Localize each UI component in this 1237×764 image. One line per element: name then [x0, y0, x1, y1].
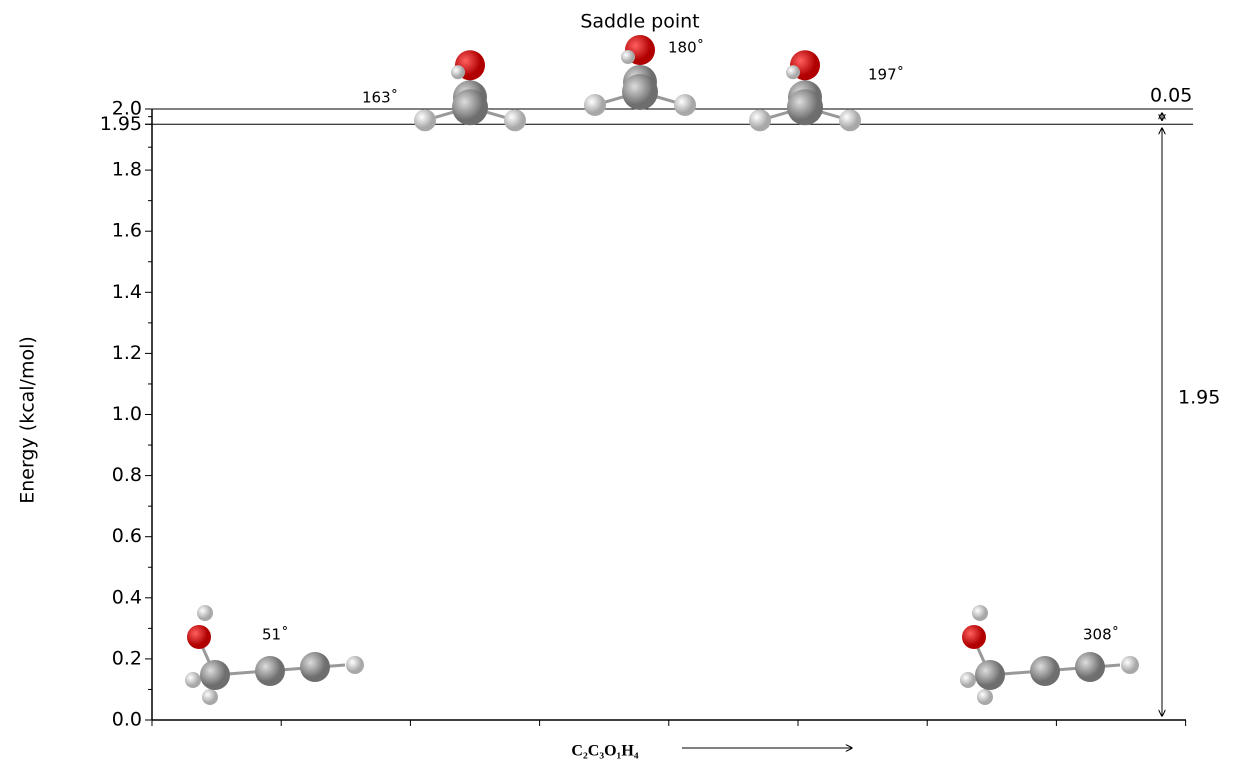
y-tick-label: 0.4	[112, 586, 142, 608]
angle-label: 180˚	[668, 39, 704, 57]
gap-label: 1.95	[1178, 387, 1220, 409]
atom	[962, 625, 986, 649]
y-tick-label: 0.2	[112, 647, 142, 669]
y-tick-label: 0.6	[112, 525, 142, 547]
x-axis-title: C₂C₃O₁H₄	[571, 743, 638, 760]
chart: Energy (kcal/mol) C₂C₃O₁H₄ 0.0 0.2 0.4 0.6 0…	[0, 0, 1237, 764]
atom	[202, 689, 218, 705]
atom	[839, 109, 861, 131]
angle-label: 163˚	[362, 89, 398, 107]
atom	[674, 94, 696, 116]
atom	[185, 672, 201, 688]
y-tick-label: 1.4	[112, 281, 142, 303]
atom	[1121, 656, 1139, 674]
angle-label: 51˚	[262, 626, 289, 644]
atom	[451, 65, 465, 79]
atom	[197, 605, 213, 621]
atom	[255, 656, 285, 686]
atom	[584, 94, 606, 116]
atom	[414, 109, 436, 131]
atom	[977, 689, 993, 705]
annotation: Saddle point	[580, 11, 699, 33]
y-tick-label: 0.0	[112, 709, 142, 731]
y-tick-label: 1.0	[112, 403, 142, 425]
atom	[346, 656, 364, 674]
atom	[622, 74, 658, 110]
y-tick-label: 1.8	[112, 159, 142, 181]
atom	[200, 660, 230, 690]
y-tick-label: 0.8	[112, 464, 142, 486]
atom	[786, 65, 800, 79]
atom	[960, 672, 976, 688]
atom	[504, 109, 526, 131]
angle-label: 197˚	[868, 66, 904, 84]
atom	[300, 652, 330, 682]
atom	[187, 625, 211, 649]
atom	[749, 109, 771, 131]
atom	[975, 660, 1005, 690]
atom	[972, 605, 988, 621]
y-tick-label: 1.2	[112, 342, 142, 364]
y-tick-label: 2.0	[112, 98, 142, 120]
atom	[787, 89, 823, 125]
atom	[1075, 652, 1105, 682]
y-tick-label: 1.6	[112, 220, 142, 242]
angle-label: 308˚	[1083, 626, 1119, 644]
gap-label: 0.05	[1150, 85, 1192, 107]
atom	[621, 50, 635, 64]
y-axis-title: Energy (kcal/mol)	[17, 336, 39, 504]
atom	[1030, 656, 1060, 686]
atom	[452, 89, 488, 125]
